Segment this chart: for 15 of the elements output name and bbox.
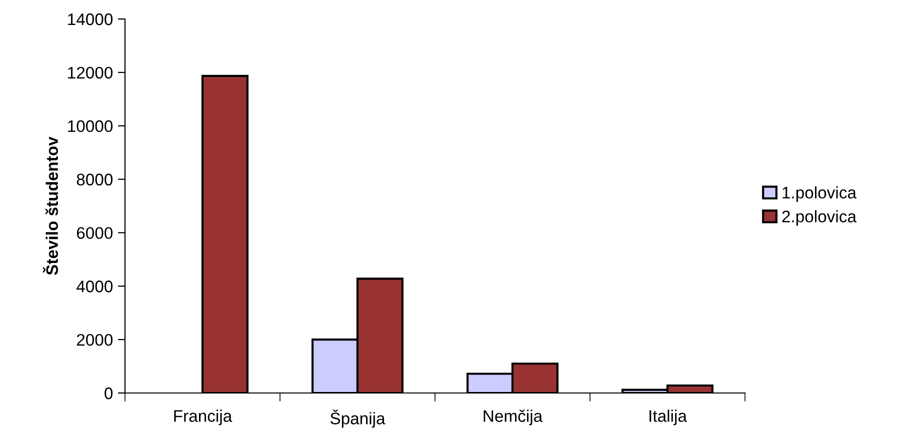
x-tick-label: Nemčija [484,410,543,426]
y-tick-label: 8000 [76,174,113,186]
x-tick-label: Francija [174,410,232,426]
y-tick-label: 0 [104,387,113,400]
y-tick-label: 12000 [68,66,113,79]
y-axis-title: Število študentov [42,136,58,275]
y-tick-label: 6000 [76,227,113,239]
y-tick-label: 4000 [76,280,113,292]
legend-label: 2.polovica [782,210,856,226]
y-tick-label: 14000 [68,13,113,26]
x-tick-label: Španija [330,410,386,428]
x-tick-label: Italija [650,410,687,426]
legend-label: 1.polovica [782,186,856,202]
y-tick-label: 10000 [68,120,113,132]
y-tick-label: 2000 [76,334,113,346]
